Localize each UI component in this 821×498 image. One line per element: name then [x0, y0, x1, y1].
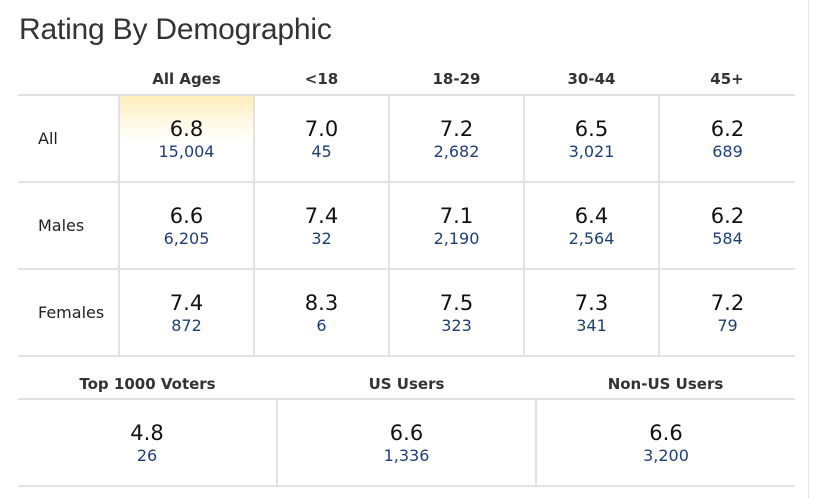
rating-cell-all-under-18[interactable]: 7.0 45 — [253, 95, 389, 182]
rating-value: 6.8 — [169, 116, 204, 141]
panel-right-border — [808, 0, 809, 498]
column-header-30-44: 30-44 — [567, 70, 616, 88]
rating-value: 6.5 — [574, 116, 609, 141]
vote-count: 3,200 — [643, 445, 689, 465]
row-label-males: Males — [38, 216, 85, 235]
table-row-all: All 6.8 15,004 7.0 45 7.2 2,682 6.5 3,021 6.… — [18, 95, 795, 182]
rating-value: 7.4 — [169, 290, 204, 315]
rating-value: 6.2 — [710, 116, 745, 141]
rating-value: 6.6 — [169, 203, 204, 228]
rating-value: 6.6 — [389, 420, 424, 445]
rating-value: 6.2 — [710, 203, 745, 228]
column-header-top-1000-voters: Top 1000 Voters — [79, 375, 216, 393]
vote-count: 6 — [316, 315, 327, 335]
rating-value: 7.2 — [439, 116, 474, 141]
vote-count: 32 — [311, 228, 332, 248]
voters-row: 4.8 26 6.6 1,336 6.6 3,200 — [18, 399, 795, 486]
rating-value: 8.3 — [304, 290, 339, 315]
vote-count: 1,336 — [383, 445, 430, 465]
rating-value: 7.2 — [710, 290, 745, 315]
column-header-corner — [18, 64, 119, 95]
table-header-row: All Ages <18 18-29 30-44 45+ — [18, 64, 795, 95]
rating-value: 6.4 — [574, 203, 609, 228]
vote-count: 689 — [712, 141, 743, 161]
rating-value: 7.3 — [574, 290, 609, 315]
vote-count: 2,564 — [568, 228, 615, 248]
rating-cell-males-18-29[interactable]: 7.1 2,190 — [388, 182, 524, 269]
rating-cell-males-30-44[interactable]: 6.4 2,564 — [523, 182, 659, 269]
rating-cell-females-18-29[interactable]: 7.5 323 — [388, 269, 524, 356]
rating-cell-males-45-plus[interactable]: 6.2 584 — [658, 182, 795, 269]
demographic-rating-table: All Ages <18 18-29 30-44 45+ All 6.8 15,0… — [18, 64, 795, 357]
vote-count: 6,205 — [163, 228, 210, 248]
vote-count: 45 — [311, 141, 332, 161]
rating-value: 4.8 — [130, 420, 164, 445]
rating-cell-all-all-ages[interactable]: 6.8 15,004 — [118, 95, 254, 182]
vote-count: 26 — [136, 445, 158, 465]
rating-value: 7.1 — [439, 203, 474, 228]
page-title: Rating By Demographic — [19, 13, 332, 46]
vote-count: 872 — [171, 315, 202, 335]
rating-cell-us-users[interactable]: 6.6 1,336 — [276, 399, 536, 486]
vote-count: 79 — [717, 315, 738, 335]
row-label-all: All — [38, 129, 58, 148]
table-row-males: Males 6.6 6,205 7.4 32 7.1 2,190 6.4 2,564 6… — [18, 182, 795, 269]
column-header-45-plus: 45+ — [710, 70, 744, 88]
voters-header-row: Top 1000 Voters US Users Non-US Users — [18, 370, 795, 399]
rating-value: 7.5 — [439, 290, 474, 315]
column-header-all-ages: All Ages — [152, 70, 221, 88]
rating-cell-top-1000-voters[interactable]: 4.8 26 — [18, 399, 277, 486]
rating-cell-females-under-18[interactable]: 8.3 6 — [253, 269, 389, 356]
rating-cell-all-45-plus[interactable]: 6.2 689 — [658, 95, 795, 182]
rating-cell-all-18-29[interactable]: 7.2 2,682 — [388, 95, 524, 182]
vote-count: 323 — [441, 315, 472, 335]
column-header-non-us-users: Non-US Users — [607, 375, 724, 393]
vote-count: 341 — [576, 315, 607, 335]
table-row-females: Females 7.4 872 8.3 6 7.5 323 7.3 341 7.2 79 — [18, 269, 795, 356]
rating-cell-females-all-ages[interactable]: 7.4 872 — [118, 269, 254, 356]
vote-count: 2,190 — [433, 228, 480, 248]
rating-cell-males-under-18[interactable]: 7.4 32 — [253, 182, 389, 269]
vote-count: 2,682 — [433, 141, 480, 161]
row-label-females: Females — [38, 303, 105, 322]
rating-value: 6.6 — [649, 420, 683, 445]
rating-cell-males-all-ages[interactable]: 6.6 6,205 — [118, 182, 254, 269]
voter-group-rating-table: Top 1000 Voters US Users Non-US Users 4.… — [18, 370, 795, 487]
rating-cell-females-30-44[interactable]: 7.3 341 — [523, 269, 659, 356]
rating-cell-all-30-44[interactable]: 6.5 3,021 — [523, 95, 659, 182]
rating-cell-non-us-users[interactable]: 6.6 3,200 — [535, 399, 795, 486]
column-header-under-18: <18 — [304, 70, 339, 88]
rating-link[interactable]: 6.8 15,004 — [120, 116, 253, 162]
vote-count: 3,021 — [568, 141, 615, 161]
rating-value: 7.0 — [304, 116, 339, 141]
rating-value: 7.4 — [304, 203, 339, 228]
rating-cell-females-45-plus[interactable]: 7.2 79 — [658, 269, 795, 356]
vote-count: 15,004 — [158, 141, 215, 161]
column-header-us-users: US Users — [368, 375, 445, 393]
column-header-18-29: 18-29 — [432, 70, 481, 88]
vote-count: 584 — [712, 228, 743, 248]
